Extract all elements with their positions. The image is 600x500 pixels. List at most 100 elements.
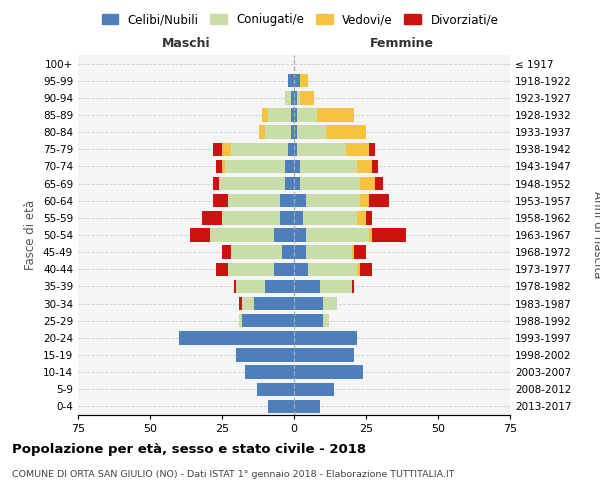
Bar [294, 91, 297, 104]
Bar [230, 142, 288, 156]
Bar [326, 126, 366, 139]
Bar [294, 366, 363, 379]
Bar [291, 126, 294, 139]
Bar [355, 246, 366, 259]
Y-axis label: Fasce di età: Fasce di età [25, 200, 37, 270]
Bar [358, 160, 372, 173]
Bar [352, 280, 355, 293]
Bar [257, 382, 294, 396]
Bar [297, 91, 300, 104]
Bar [265, 126, 291, 139]
Bar [358, 211, 366, 224]
Bar [274, 228, 294, 241]
Bar [214, 142, 222, 156]
Bar [291, 91, 294, 104]
Bar [317, 108, 355, 122]
Bar [294, 400, 320, 413]
Legend: Celibi/Nubili, Coniugati/e, Vedovi/e, Divorziati/e: Celibi/Nubili, Coniugati/e, Vedovi/e, Di… [97, 8, 503, 31]
Bar [294, 280, 320, 293]
Bar [230, 246, 283, 259]
Bar [283, 246, 294, 259]
Bar [294, 194, 305, 207]
Bar [300, 91, 314, 104]
Bar [358, 262, 360, 276]
Bar [305, 194, 360, 207]
Bar [294, 160, 300, 173]
Bar [268, 400, 294, 413]
Bar [323, 314, 329, 328]
Bar [302, 211, 358, 224]
Bar [274, 262, 294, 276]
Bar [286, 91, 291, 104]
Bar [294, 382, 334, 396]
Bar [202, 211, 222, 224]
Bar [225, 160, 286, 173]
Bar [360, 177, 374, 190]
Bar [294, 126, 297, 139]
Bar [294, 142, 297, 156]
Text: Popolazione per età, sesso e stato civile - 2018: Popolazione per età, sesso e stato civil… [12, 442, 366, 456]
Bar [280, 211, 294, 224]
Bar [305, 228, 369, 241]
Bar [294, 331, 358, 344]
Bar [214, 194, 228, 207]
Bar [360, 194, 369, 207]
Bar [288, 74, 294, 88]
Bar [259, 126, 265, 139]
Bar [254, 297, 294, 310]
Bar [300, 74, 308, 88]
Bar [236, 348, 294, 362]
Bar [286, 177, 294, 190]
Bar [294, 108, 297, 122]
Bar [228, 194, 280, 207]
Bar [236, 280, 265, 293]
Bar [268, 108, 291, 122]
Bar [179, 331, 294, 344]
Bar [294, 74, 300, 88]
Bar [372, 160, 377, 173]
Bar [308, 262, 358, 276]
Text: COMUNE DI ORTA SAN GIULIO (NO) - Dati ISTAT 1° gennaio 2018 - Elaborazione TUTTI: COMUNE DI ORTA SAN GIULIO (NO) - Dati IS… [12, 470, 455, 479]
Bar [265, 280, 294, 293]
Bar [352, 246, 355, 259]
Bar [360, 262, 372, 276]
Bar [214, 177, 219, 190]
Bar [323, 297, 337, 310]
Bar [245, 366, 294, 379]
Bar [320, 280, 352, 293]
Bar [300, 177, 360, 190]
Bar [369, 228, 372, 241]
Bar [216, 160, 222, 173]
Bar [374, 177, 383, 190]
Bar [233, 280, 236, 293]
Bar [262, 108, 268, 122]
Bar [222, 211, 280, 224]
Bar [291, 108, 294, 122]
Bar [222, 160, 225, 173]
Bar [286, 160, 294, 173]
Bar [294, 297, 323, 310]
Bar [369, 194, 389, 207]
Bar [294, 228, 305, 241]
Bar [288, 142, 294, 156]
Bar [294, 177, 300, 190]
Bar [222, 246, 230, 259]
Bar [280, 194, 294, 207]
Text: Femmine: Femmine [370, 37, 434, 50]
Bar [300, 160, 358, 173]
Y-axis label: Anni di nascita: Anni di nascita [591, 192, 600, 278]
Bar [219, 177, 286, 190]
Bar [216, 262, 228, 276]
Bar [190, 228, 211, 241]
Bar [305, 246, 352, 259]
Bar [228, 262, 274, 276]
Bar [222, 142, 230, 156]
Bar [211, 228, 274, 241]
Bar [346, 142, 369, 156]
Bar [369, 142, 374, 156]
Bar [294, 314, 323, 328]
Bar [294, 262, 308, 276]
Bar [239, 297, 242, 310]
Bar [372, 228, 406, 241]
Text: Maschi: Maschi [161, 37, 211, 50]
